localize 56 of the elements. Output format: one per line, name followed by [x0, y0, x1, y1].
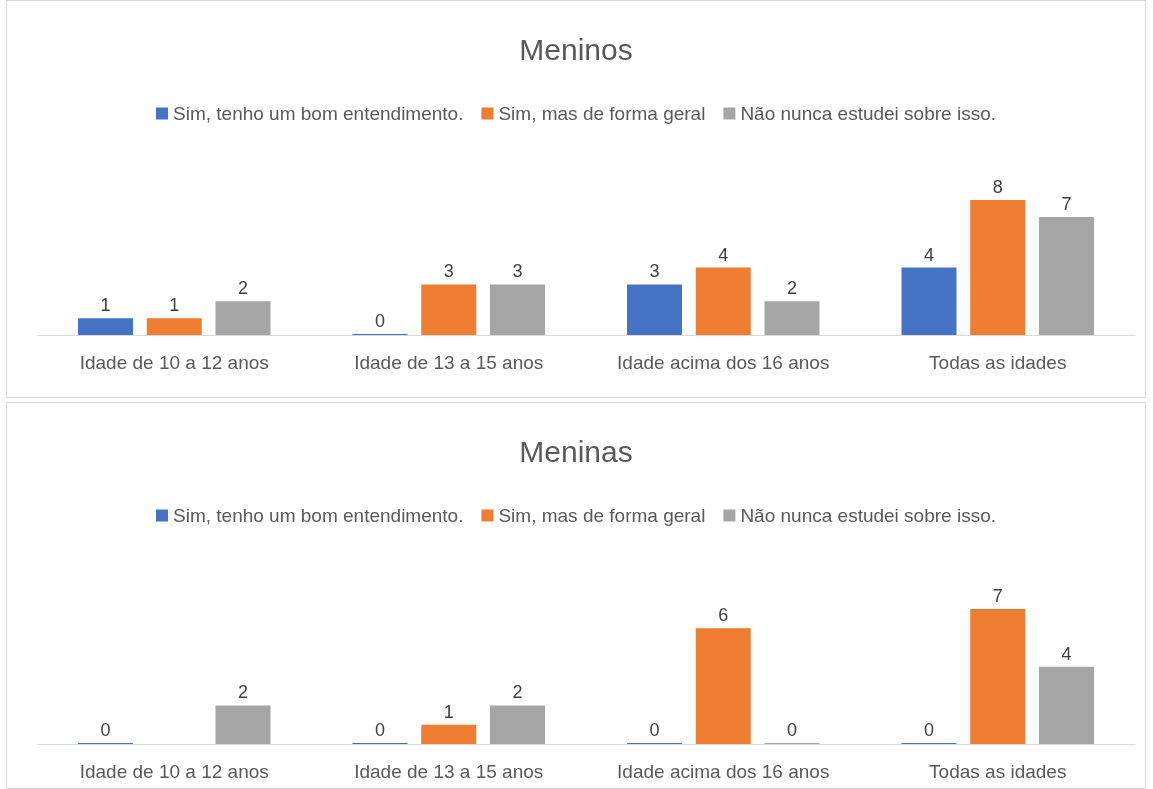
- chart-title: Meninas: [519, 434, 633, 468]
- x-tick-label: Idade de 13 a 15 anos: [354, 761, 544, 782]
- bar: [970, 609, 1026, 744]
- bar: [695, 628, 751, 744]
- bar: [215, 705, 271, 744]
- data-label: 2: [512, 682, 523, 703]
- data-label: 4: [1061, 643, 1072, 664]
- data-label: 0: [923, 720, 935, 740]
- bar: [627, 284, 682, 335]
- bar: [421, 284, 477, 335]
- x-tick-label: Todas as idades: [929, 352, 1067, 373]
- bar: [146, 318, 202, 335]
- bar: [970, 200, 1026, 335]
- data-label: 8: [992, 177, 1003, 197]
- legend-label: Sim, mas de forma geral: [498, 103, 706, 124]
- data-label: 3: [443, 261, 454, 282]
- bar: [421, 724, 477, 744]
- x-tick-label: Idade de 10 a 12 anos: [79, 761, 269, 782]
- bar: [490, 705, 545, 744]
- data-label: 0: [786, 720, 798, 740]
- x-tick-label: Idade de 10 a 12 anos: [79, 352, 269, 373]
- data-label: 3: [512, 261, 523, 282]
- data-label: 1: [169, 295, 180, 316]
- data-label: 7: [992, 586, 1003, 606]
- chart-title: Meninos: [519, 32, 633, 66]
- x-tick-label: Idade acima dos 16 anos: [617, 761, 830, 782]
- data-label: 4: [923, 244, 935, 265]
- bar: [490, 284, 545, 335]
- bar: [215, 301, 271, 335]
- data-label: 2: [786, 278, 798, 299]
- legend-label: Não nunca estudei sobre isso.: [740, 103, 997, 124]
- bar: [695, 267, 751, 335]
- data-label: 4: [718, 244, 729, 265]
- legend-label: Sim, tenho um bom entendimento.: [173, 505, 464, 526]
- legend-label: Sim, tenho um bom entendimento.: [173, 103, 464, 124]
- bar: [901, 267, 957, 335]
- data-label: 2: [237, 682, 249, 703]
- bar: [1039, 666, 1094, 744]
- data-label: 0: [374, 311, 386, 331]
- data-label: 1: [100, 295, 111, 316]
- data-label: 0: [374, 720, 386, 740]
- legend-label: Não nunca estudei sobre isso.: [740, 505, 997, 526]
- x-tick-label: Idade de 13 a 15 anos: [354, 352, 544, 373]
- bar: [764, 301, 820, 335]
- data-label: 0: [100, 720, 111, 740]
- x-tick-label: Todas as idades: [929, 761, 1067, 782]
- data-label: 6: [718, 605, 729, 626]
- legend-label: Sim, mas de forma geral: [498, 505, 706, 526]
- bar: [78, 318, 133, 335]
- data-label: 2: [237, 278, 249, 299]
- x-tick-label: Idade acima dos 16 anos: [617, 352, 830, 373]
- data-label: 7: [1061, 193, 1072, 214]
- data-label: 3: [649, 261, 660, 282]
- bar: [1039, 216, 1094, 335]
- data-label: 1: [443, 701, 454, 722]
- data-label: 0: [649, 720, 660, 740]
